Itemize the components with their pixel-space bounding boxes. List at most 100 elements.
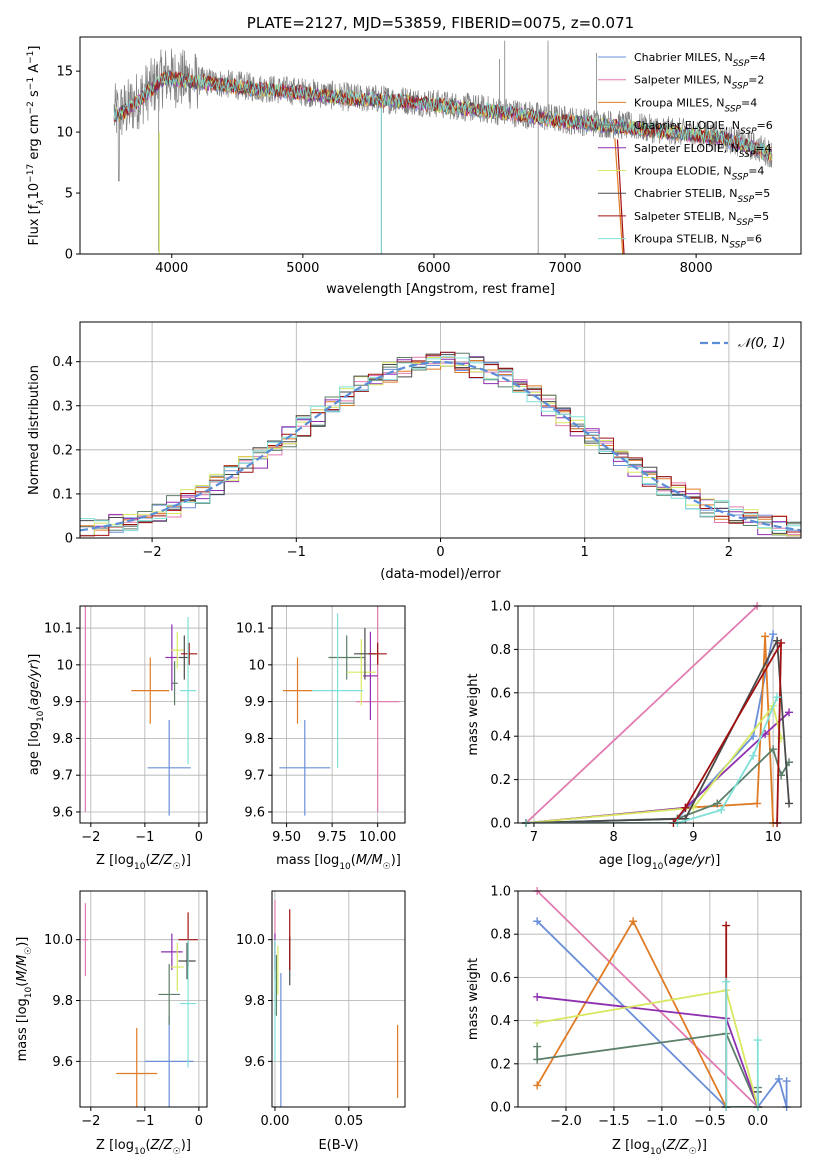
label-part: Z [log <box>612 1138 650 1153</box>
label-part: M/M <box>15 955 30 982</box>
label-part: =4 <box>755 142 771 155</box>
x-tick-label: −0.5 <box>694 1114 726 1129</box>
mass-vs-metallicity-panel: −2 −1 09.69.810.0Z [log10(Z/Z☉)]mass [log1… <box>15 890 208 1157</box>
label-part: =4 <box>748 165 764 178</box>
y-tick-label: 0 <box>65 248 73 263</box>
x-tick-label: 0 <box>436 545 444 560</box>
x-tick-label: 10 <box>765 830 782 845</box>
model-fit-line-kroupa_stelib <box>113 72 772 160</box>
label-part: age [log <box>27 722 42 775</box>
series-marker-kroupa_stelib <box>773 693 782 702</box>
label-part: age/yr <box>668 853 711 868</box>
x-tick-label: 0 <box>195 830 203 845</box>
y-tick-label: 0.8 <box>490 928 511 943</box>
series-line-kroupa_stelib <box>725 981 759 1107</box>
label-part: Z [log <box>96 853 134 868</box>
label-part: Chabrier STELIB, N <box>634 187 738 200</box>
label-part: 10 <box>650 1147 662 1157</box>
label-part: SSP <box>733 59 750 69</box>
y-tick-label: 0 <box>65 532 73 547</box>
label-part: Z/Z <box>666 1138 690 1153</box>
label-part: mass [log <box>276 853 339 868</box>
label-part: )] <box>27 654 42 664</box>
y-tick-label: 0.6 <box>490 686 511 701</box>
x-tick-label: −1.5 <box>598 1114 630 1129</box>
x-tick-label: 0.05 <box>334 1114 363 1129</box>
label-part: =5 <box>754 187 770 200</box>
series-marker-kroupa_stelib <box>753 1036 762 1045</box>
series-marker-salpeter_stelib <box>681 803 690 812</box>
label-part: s <box>27 90 42 101</box>
legend-label: Salpeter STELIB, NSSP=5 <box>634 210 769 228</box>
label-part: mass weight <box>466 958 481 1040</box>
label-part: ☉ <box>24 947 34 955</box>
label-part: )] <box>15 937 30 947</box>
label-part: wavelength [Angstrom, rest frame] <box>326 282 555 297</box>
label-part: 10 <box>134 862 146 872</box>
y-tick-label: 10.0 <box>236 933 265 948</box>
gaussian-legend-label: 𝒩(0, 1) <box>738 336 785 351</box>
x-tick-label: −2 <box>81 1114 100 1129</box>
x-axis-label: wavelength [Angstrom, rest frame] <box>326 282 555 297</box>
label-part: 10 <box>134 1147 146 1157</box>
y-tick-label: 9.8 <box>244 994 265 1009</box>
label-part: age [log <box>599 853 652 868</box>
label-part: SSP <box>739 150 756 160</box>
y-tick-label: 9.6 <box>52 1055 73 1070</box>
y-tick-label: 0.0 <box>490 1101 511 1116</box>
x-tick-label: −1 <box>135 830 154 845</box>
series-marker-kroupa_miles <box>753 799 762 808</box>
label-part: ☉ <box>383 862 391 872</box>
histogram-salpeter_stelib <box>80 351 801 537</box>
label-part: −1 <box>26 51 36 64</box>
series-marker-chabrier_miles <box>774 1074 783 1083</box>
series-line-chabrier_miles <box>525 634 774 823</box>
legend-label: Chabrier STELIB, NSSP=5 <box>634 187 770 205</box>
label-part: =4 <box>741 96 757 109</box>
x-tick-label: 9 <box>689 830 697 845</box>
label-part: Flux [f <box>27 204 42 245</box>
age-vs-mass-panel: 9.50 9.75 10.00 9.6 9.7 9.8 9.9 10 10.1 mass [log… <box>236 605 406 872</box>
y-tick-label: 10.1 <box>44 622 73 637</box>
x-tick-label: 8000 <box>680 261 713 276</box>
series-marker-salpeter_elodie <box>785 708 794 717</box>
axes-frame <box>79 321 802 539</box>
series-marker-kroupa_elodie <box>533 1018 542 1027</box>
label-part: ] <box>27 46 42 51</box>
y-tick-label: 9.7 <box>244 769 265 784</box>
y-axis-label: mass weight <box>466 673 481 755</box>
label-part: mass [log <box>15 998 30 1061</box>
x-tick-label: 6000 <box>417 261 450 276</box>
label-part: =6 <box>746 233 762 246</box>
y-axis-label: mass weight <box>466 958 481 1040</box>
label-part: SSP <box>732 82 749 92</box>
series-marker-chabrier_elodie <box>533 1055 542 1064</box>
label-part: Z/Z <box>150 1138 174 1153</box>
series-marker-chabrier_stelib <box>785 799 794 808</box>
axes-frame <box>271 890 406 1108</box>
label-part: ( <box>351 853 356 868</box>
label-part: 10 <box>27 183 42 200</box>
y-tick-label: 1.0 <box>490 885 511 900</box>
label-part: SSP <box>732 173 749 183</box>
histogram-kroupa_stelib <box>80 356 801 532</box>
series-line-chabrier_miles <box>536 920 788 1107</box>
x-tick-label: 1 <box>581 545 589 560</box>
label-part: SSP <box>738 195 755 205</box>
axes-frame <box>79 36 802 255</box>
label-part: Chabrier ELODIE, N <box>634 119 740 132</box>
label-part: ( <box>27 706 42 711</box>
label-part: Normed distribution <box>27 365 42 495</box>
series-line-chabrier_stelib <box>525 637 790 823</box>
model-drop-line <box>616 139 625 254</box>
label-part: Z [log <box>96 1138 134 1153</box>
chart-title: PLATE=2127, MJD=53859, FIBERID=0075, z=0… <box>247 14 634 32</box>
y-tick-label: 9.6 <box>244 805 265 820</box>
label-part: Salpeter ELODIE, N <box>634 142 739 155</box>
series-marker-chabrier_elodie <box>769 745 778 754</box>
legend-label: Salpeter MILES, NSSP=2 <box>634 74 764 92</box>
x-axis-label: Z [log10(Z/Z☉)] <box>612 1138 707 1157</box>
label-part: Z/Z <box>150 853 174 868</box>
